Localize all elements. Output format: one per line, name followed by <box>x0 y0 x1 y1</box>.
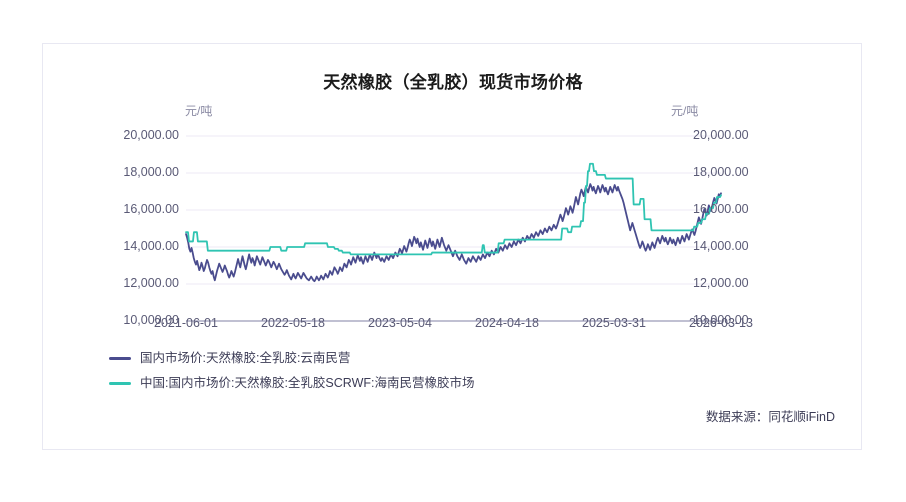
y-tick-right-2: 16,000.00 <box>693 202 749 216</box>
y-axis-unit-right: 元/吨 <box>671 104 699 118</box>
line-chart-svg <box>185 135 722 322</box>
legend-item-0[interactable]: 国内市场价:天然橡胶:全乳胶:云南民营 <box>109 351 475 365</box>
plot-area <box>43 44 863 451</box>
x-tick-2: 2023-05-04 <box>368 316 432 330</box>
legend-label-0: 国内市场价:天然橡胶:全乳胶:云南民营 <box>140 351 351 365</box>
legend-label-1: 中国:国内市场价:天然橡胶:全乳胶SCRWF:海南民营橡胶市场 <box>140 376 475 390</box>
y-tick-right-5: 10,000.00 <box>693 313 749 327</box>
chart-title: 天然橡胶（全乳胶）现货市场价格 <box>323 73 583 92</box>
x-tick-4: 2025-03-31 <box>582 316 646 330</box>
y-axis-right: 20,000.00 18,000.00 16,000.00 14,000.00 12,0… <box>683 44 775 451</box>
y-tick-right-0: 20,000.00 <box>693 128 749 142</box>
y-tick-left-2: 16,000.00 <box>123 202 179 216</box>
series-line-1 <box>185 162 722 256</box>
x-tick-3: 2024-04-18 <box>475 316 539 330</box>
y-tick-right-3: 14,000.00 <box>693 239 749 253</box>
y-tick-left-5: 10,000.00 <box>123 313 179 327</box>
chart-legend: 国内市场价:天然橡胶:全乳胶:云南民营中国:国内市场价:天然橡胶:全乳胶SCRW… <box>109 351 475 401</box>
x-tick-1: 2022-05-18 <box>261 316 325 330</box>
y-tick-right-4: 12,000.00 <box>693 276 749 290</box>
data-source-note: 数据来源：同花顺iFinD <box>705 410 835 424</box>
y-tick-right-1: 18,000.00 <box>693 165 749 179</box>
y-tick-left-4: 12,000.00 <box>123 276 179 290</box>
y-axis-unit-left: 元/吨 <box>185 104 213 118</box>
legend-item-1[interactable]: 中国:国内市场价:天然橡胶:全乳胶SCRWF:海南民营橡胶市场 <box>109 376 475 390</box>
y-tick-left-1: 18,000.00 <box>123 165 179 179</box>
chart-card: 天然橡胶（全乳胶）现货市场价格 元/吨 元/吨 20,000.00 18,000.… <box>42 43 862 450</box>
y-tick-left-3: 14,000.00 <box>123 239 179 253</box>
series-line-0 <box>185 183 722 283</box>
y-tick-left-0: 20,000.00 <box>123 128 179 142</box>
x-tick-0: 2021-06-01 <box>154 316 218 330</box>
x-tick-5: 2026-03-13 <box>689 316 753 330</box>
legend-color-swatch-0 <box>109 356 131 360</box>
legend-color-swatch-1 <box>109 381 131 385</box>
y-axis-left: 20,000.00 18,000.00 16,000.00 14,000.00 12,0… <box>87 44 179 451</box>
